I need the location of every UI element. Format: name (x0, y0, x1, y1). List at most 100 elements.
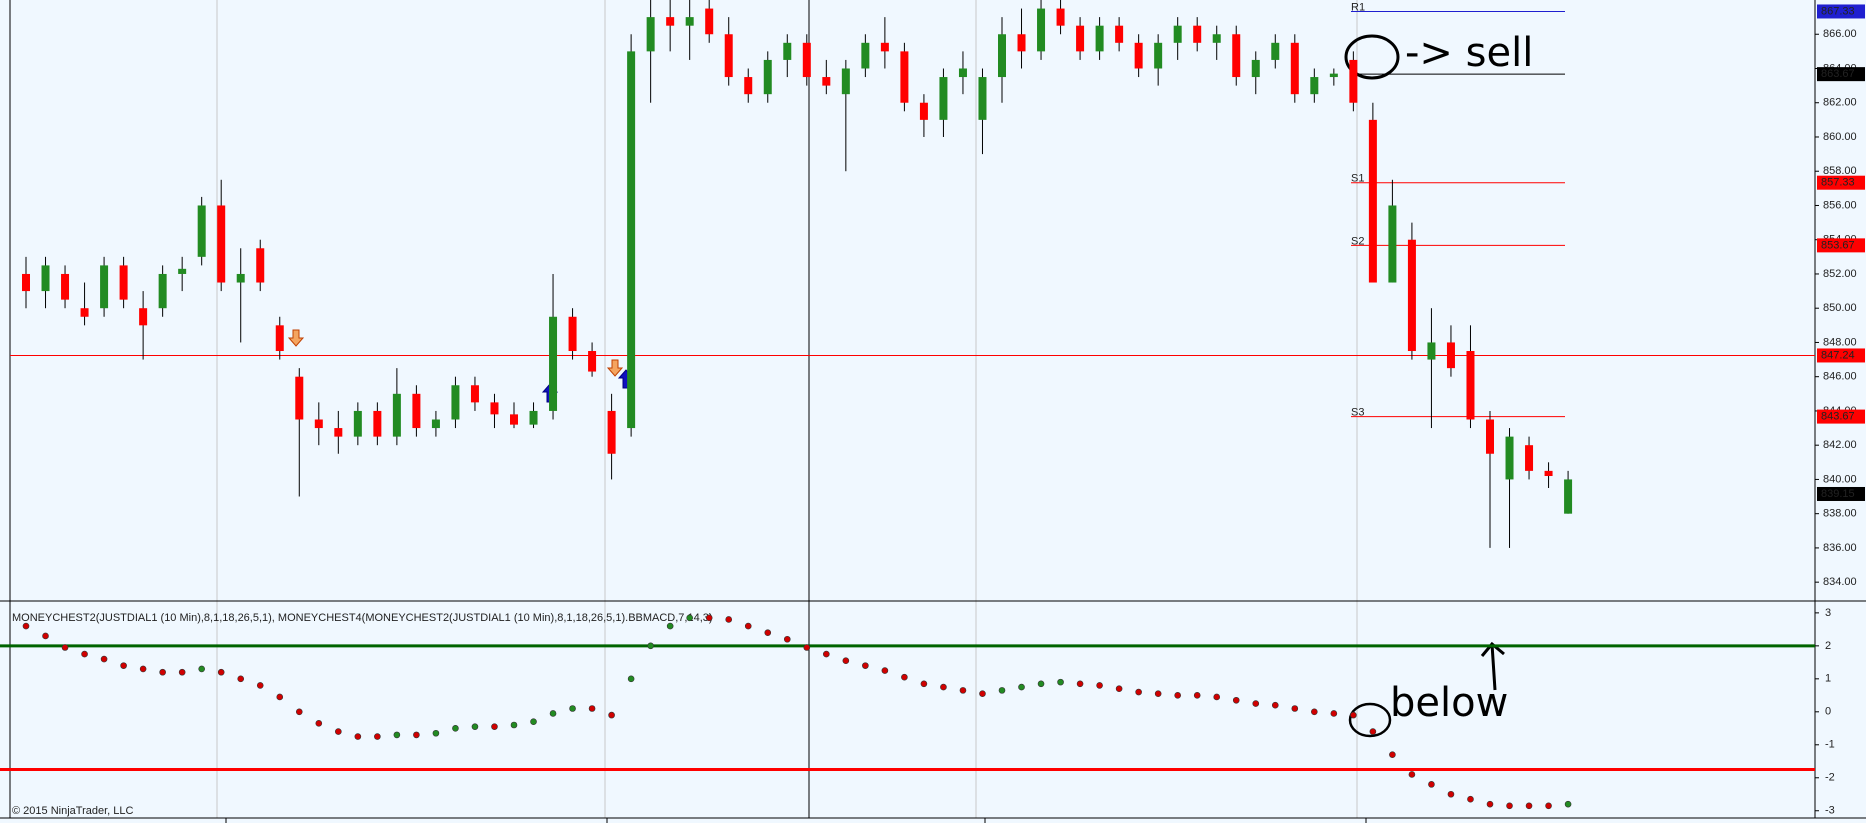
candle-body (1544, 470, 1553, 477)
dot (1154, 690, 1162, 697)
price-marker (1817, 348, 1865, 363)
dot (432, 729, 440, 737)
candle-body (841, 68, 850, 95)
candle-body (510, 414, 518, 425)
dot (120, 662, 127, 669)
price-marker (1817, 4, 1865, 19)
candle-body (783, 42, 792, 60)
dot (569, 705, 576, 712)
y-tick-label: 3 (1825, 607, 1831, 619)
y-tick-label: 852.00 (1823, 268, 1857, 280)
dot (61, 644, 69, 651)
candle-body (158, 273, 167, 309)
candle-body (1446, 342, 1455, 369)
candle-body (685, 17, 694, 26)
candle-body (100, 265, 109, 309)
dot (1350, 711, 1357, 719)
dot (1545, 802, 1552, 810)
dot (1135, 688, 1142, 696)
candle-body (1017, 34, 1026, 52)
copyright: © 2015 NinjaTrader, LLC (12, 805, 133, 817)
dot (823, 650, 830, 658)
dot (1564, 800, 1572, 808)
dot (256, 682, 264, 689)
price-level-name: S3 (1351, 406, 1364, 418)
candle-body (1095, 25, 1104, 52)
dot (901, 673, 908, 681)
dot (295, 708, 303, 716)
candle-body (802, 42, 811, 78)
dot (803, 644, 811, 651)
candle-body (1564, 479, 1573, 514)
dot (549, 710, 557, 717)
candle-body (1056, 8, 1065, 26)
price-level-name: R1 (1351, 1, 1365, 13)
candle-body (41, 265, 50, 292)
dot (393, 731, 401, 739)
candle-body (549, 316, 558, 411)
candle-body (880, 42, 889, 52)
y-tick-label: 862.00 (1823, 97, 1857, 109)
hand-circle (1344, 34, 1400, 80)
dot (491, 723, 498, 730)
candle-body (1134, 42, 1143, 69)
y-tick-label: 2 (1825, 640, 1831, 652)
candle-body (607, 410, 616, 454)
candle-body (900, 51, 909, 103)
dot (1018, 683, 1025, 691)
y-tick-label: 1 (1825, 673, 1831, 685)
price-level-name: S2 (1351, 235, 1364, 247)
price-marker (1817, 238, 1865, 253)
dot (22, 622, 30, 630)
dot (100, 655, 108, 663)
dot (1506, 802, 1513, 810)
candle-body (705, 8, 714, 35)
price-marker-label: 863.67 (1821, 68, 1855, 80)
y-tick-label: 856.00 (1823, 199, 1857, 211)
dot (608, 711, 615, 719)
dot (881, 667, 889, 674)
dot (178, 668, 186, 676)
candle-body (334, 428, 343, 437)
y-tick-label: 840.00 (1823, 473, 1857, 485)
candle-body (217, 205, 226, 283)
candle-body (1173, 25, 1182, 43)
dot (1486, 800, 1494, 808)
candle-body (861, 42, 870, 69)
candle-body (724, 34, 733, 78)
dot (1232, 696, 1240, 704)
dot (1428, 781, 1435, 788)
y-tick-label: 836.00 (1823, 542, 1857, 554)
dot (1271, 701, 1279, 709)
candle-body (1486, 419, 1494, 454)
candle-body (1212, 34, 1221, 43)
candle-body (314, 419, 323, 429)
dot (1252, 700, 1260, 707)
candle-body (1154, 42, 1163, 69)
dot (842, 657, 850, 664)
y-tick-label: 0 (1825, 706, 1831, 718)
hand-arrow (1480, 641, 1505, 691)
dot (413, 731, 420, 739)
price-marker-label: 857.33 (1821, 177, 1855, 189)
candle-body (61, 273, 70, 300)
dot (588, 705, 596, 712)
price-marker (1817, 67, 1865, 82)
y-tick-label: -2 (1825, 772, 1835, 784)
dot (452, 724, 459, 732)
dot (666, 622, 674, 630)
candle-body (470, 385, 479, 403)
candle-body (256, 248, 265, 283)
candle-body (627, 51, 636, 429)
candle-body (1290, 42, 1299, 95)
dot (862, 662, 869, 669)
dot (627, 675, 635, 683)
dot (139, 665, 147, 673)
price-marker (1817, 409, 1865, 424)
candle-body (1193, 25, 1202, 43)
last-price-label: 839.15 (1821, 488, 1855, 500)
y-tick-label: 846.00 (1823, 371, 1857, 383)
candle-body (275, 325, 284, 352)
y-tick-label: 834.00 (1823, 576, 1857, 588)
